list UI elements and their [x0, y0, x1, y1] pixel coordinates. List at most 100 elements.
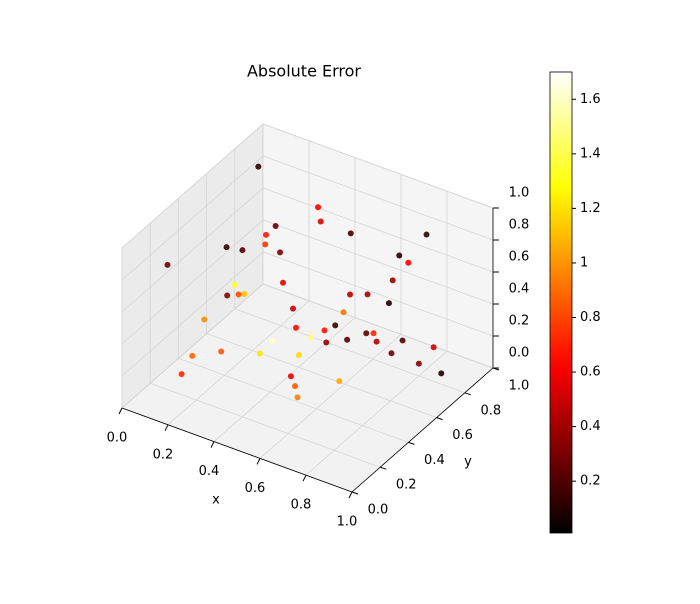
point: [294, 394, 301, 401]
point: [287, 373, 294, 380]
colorbar-tick-label: 0.6: [580, 365, 601, 380]
y-tick-label: 1.0: [509, 379, 530, 394]
point: [255, 163, 262, 170]
grid-line: [262, 283, 494, 369]
x-tick: [302, 474, 307, 482]
y-tick: [380, 466, 387, 470]
point: [430, 344, 437, 351]
colorbar-tick-label: 1.6: [580, 92, 601, 107]
grid-line: [259, 334, 402, 459]
grid-line: [121, 155, 264, 281]
point: [438, 370, 445, 377]
colorbar-tick-label: 1: [580, 255, 588, 270]
y-tick-label: 0.6: [452, 428, 473, 443]
y-tick-label: 0.4: [424, 453, 445, 468]
x-tick-label: 0.0: [107, 431, 128, 446]
point: [332, 322, 339, 329]
point: [218, 348, 225, 355]
grid-line: [213, 317, 356, 442]
point: [405, 259, 412, 266]
z-tick-label: 0.4: [509, 282, 530, 297]
x-tick-label: 0.2: [153, 447, 174, 462]
z-tick-label: 1.0: [509, 186, 530, 201]
point: [292, 383, 299, 390]
colorbar-tick-label: 0.8: [580, 310, 601, 325]
axis-line: [121, 407, 353, 493]
point: [277, 249, 284, 256]
grid-line: [234, 308, 465, 394]
point: [269, 337, 276, 344]
point: [315, 204, 322, 211]
axis-line: [351, 367, 494, 493]
x-tick-label: 1.0: [337, 515, 358, 530]
point: [389, 277, 396, 284]
point: [364, 291, 371, 298]
point: [231, 281, 238, 288]
point: [347, 291, 354, 298]
point: [363, 330, 370, 337]
z-tick-label: 0.8: [509, 218, 530, 233]
point: [423, 231, 430, 238]
grid-line: [262, 219, 494, 305]
point: [308, 334, 315, 341]
grid-line: [121, 283, 264, 409]
point: [272, 223, 279, 229]
point: [178, 371, 185, 378]
point: [336, 378, 343, 385]
point: [370, 330, 377, 337]
point: [317, 218, 324, 225]
grid-line: [206, 333, 437, 418]
grid-line: [178, 358, 409, 443]
point: [239, 247, 246, 254]
y-tick: [436, 417, 443, 421]
point: [241, 291, 248, 297]
z-tick-label: 0.2: [509, 314, 530, 329]
x-tick: [256, 458, 261, 465]
panes: [118, 122, 500, 499]
point: [224, 292, 231, 299]
x-tick: [118, 407, 123, 415]
grid-line: [305, 350, 448, 476]
grid-line: [121, 219, 264, 345]
grid-line: [262, 123, 494, 209]
x-tick: [164, 424, 169, 432]
grid-line: [167, 300, 310, 426]
z-tick-label: 0.0: [509, 346, 530, 361]
x-tick: [210, 441, 215, 448]
point: [280, 279, 287, 286]
point: [262, 241, 269, 248]
y-axis-label: y: [464, 455, 472, 470]
grid-line: [262, 155, 494, 241]
y-tick-label: 0.2: [396, 478, 417, 493]
point: [373, 338, 380, 345]
point: [292, 324, 299, 331]
x-axis-label: x: [212, 493, 220, 508]
point: [340, 309, 347, 316]
point: [388, 350, 395, 357]
point: [415, 360, 422, 367]
point: [256, 350, 263, 357]
point: [321, 327, 328, 334]
point: [323, 339, 330, 346]
grid-line: [121, 123, 264, 249]
point: [290, 305, 297, 312]
point: [201, 316, 208, 323]
x-tick-label: 0.4: [199, 464, 220, 479]
y-tick: [351, 491, 359, 495]
y-tick-label: 0.8: [480, 403, 501, 418]
x-tick-label: 0.6: [245, 481, 266, 496]
x-tick: [348, 491, 353, 499]
point: [235, 291, 242, 298]
grid-line: [150, 382, 381, 468]
colorbar-fill: [549, 71, 573, 534]
point: [396, 252, 403, 259]
point: [164, 261, 171, 268]
point: [385, 300, 392, 307]
point: [344, 336, 351, 343]
point: [189, 352, 196, 359]
colorbar: 0.2 0.4 0.6 0.8 1 1.2 1.4 1.6: [549, 71, 601, 534]
grid-line: [121, 187, 264, 313]
point: [263, 231, 270, 238]
colorbar-tick-label: 0.2: [580, 474, 601, 489]
